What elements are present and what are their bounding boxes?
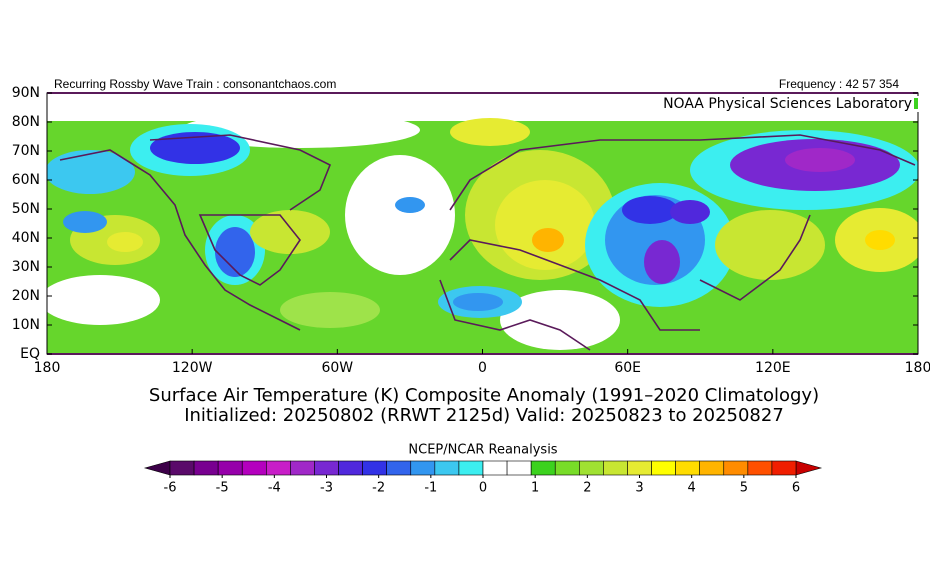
- y-tick-label: 90N: [12, 85, 40, 101]
- y-tick-label: 50N: [12, 201, 40, 217]
- colorbar-box: [338, 460, 363, 476]
- colorbar-box: [771, 460, 797, 476]
- colorbar-box: [675, 460, 700, 476]
- y-tick-label: 70N: [12, 143, 40, 159]
- source-box: [780, 96, 920, 112]
- x-tick-label: 0: [478, 360, 487, 376]
- colorbar-tick-label: -1: [424, 481, 437, 496]
- colorbar-box: [290, 460, 315, 476]
- colorbar-box: [723, 460, 749, 476]
- colorbar-box: [434, 460, 460, 476]
- colorbar-tick-label: 6: [792, 481, 800, 496]
- header-left: Recurring Rossby Wave Train : consonantc…: [54, 77, 336, 91]
- colorbar-box: [651, 460, 676, 476]
- colorbar-tick-label: -4: [268, 481, 281, 496]
- colorbar-box: [579, 460, 604, 476]
- colorbar-box: [506, 460, 532, 476]
- y-tick-label: 60N: [12, 172, 40, 188]
- colorbar-tick-label: 4: [688, 481, 696, 496]
- colorbar-box: [169, 460, 195, 476]
- colorbar-box: [747, 460, 773, 476]
- colorbar-box: [458, 460, 484, 476]
- y-tick-label: 10N: [12, 317, 40, 333]
- colorbar-tick-label: -6: [164, 481, 177, 496]
- header-right: Frequency : 42 57 354: [779, 77, 899, 91]
- x-tick-label: 180: [905, 360, 930, 376]
- colorbar-box: [699, 460, 725, 476]
- y-tick-label: 20N: [12, 288, 40, 304]
- colorbar-box: [554, 460, 580, 476]
- colorbar-box: [217, 460, 243, 476]
- source-label: NOAA Physical Sciences Laboratory: [663, 96, 912, 112]
- colorbar-box: [482, 460, 508, 476]
- y-tick-label: 80N: [12, 114, 40, 130]
- x-tick-label: 120E: [755, 360, 791, 376]
- x-tick-label: 60E: [614, 360, 641, 376]
- x-tick-label: 120W: [172, 360, 213, 376]
- colorbar-box: [266, 460, 291, 476]
- colorbar-title: NCEP/NCAR Reanalysis: [408, 443, 557, 458]
- colorbar-tick-label: 0: [479, 481, 487, 496]
- colorbar-box: [314, 460, 339, 476]
- colorbar-tick-label: 3: [635, 481, 643, 496]
- colorbar-over: [795, 460, 823, 476]
- colorbar-tick-label: -5: [216, 481, 229, 496]
- colorbar-box: [410, 460, 436, 476]
- y-tick-label: 30N: [12, 259, 40, 275]
- colorbar-box: [362, 460, 387, 476]
- x-tick-label: 180: [34, 360, 61, 376]
- subtitle: Initialized: 20250802 (RRWT 2125d) Valid…: [184, 405, 784, 426]
- title: Surface Air Temperature (K) Composite An…: [149, 385, 819, 406]
- colorbar-tick-label: 2: [583, 481, 591, 496]
- colorbar-tick-label: 1: [531, 481, 539, 496]
- colorbar-tick-label: -2: [372, 481, 385, 496]
- colorbar-box: [193, 460, 219, 476]
- colorbar-under: [143, 460, 171, 476]
- map-field: [47, 93, 918, 354]
- colorbar-box: [530, 460, 556, 476]
- y-tick-label: EQ: [20, 346, 40, 362]
- colorbar-tick-label: 5: [740, 481, 748, 496]
- colorbar-box: [386, 460, 412, 476]
- colorbar-box: [241, 460, 267, 476]
- colorbar-box: [603, 460, 628, 476]
- x-tick-label: 60W: [321, 360, 353, 376]
- colorbar-box: [627, 460, 652, 476]
- y-tick-label: 40N: [12, 230, 40, 246]
- source-marker: [914, 98, 918, 109]
- colorbar-tick-label: -3: [320, 481, 333, 496]
